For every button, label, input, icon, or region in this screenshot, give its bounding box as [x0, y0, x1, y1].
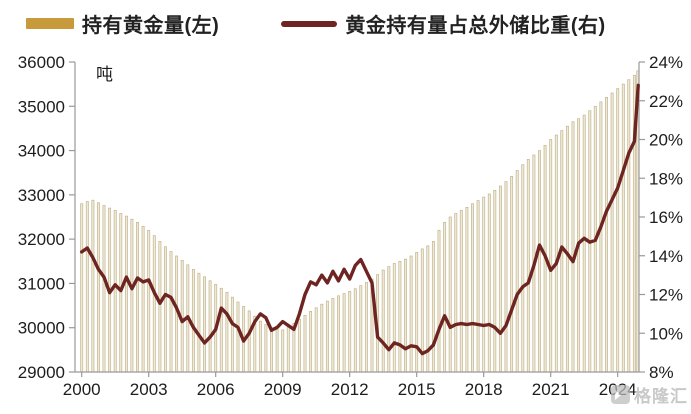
- line-series-swatch-icon: [281, 20, 338, 27]
- right-axis-tick-label: 14%: [649, 247, 683, 266]
- watermark: 格隆汇: [611, 382, 688, 407]
- right-axis-tick-label: 18%: [649, 169, 683, 188]
- gold-reserve-ratio-line: [79, 83, 640, 356]
- right-axis-tick-label: 10%: [649, 324, 683, 343]
- legend: 持有黄金量(左) 黄金持有量占总外储比重(右): [26, 9, 606, 38]
- left-axis-tick-label: 32000: [18, 230, 65, 249]
- right-axis-tick-label: 8%: [649, 363, 674, 382]
- left-axis-tick-label: 31000: [18, 274, 65, 293]
- left-axis-unit-label: 吨: [96, 65, 113, 84]
- legend-label-ratio-line: 黄金持有量占总外储比重(右): [345, 15, 606, 37]
- left-axis-tick-label: 30000: [18, 319, 65, 338]
- right-axis-tick-label: 22%: [649, 92, 683, 111]
- x-axis-tick-label: 2012: [331, 380, 369, 399]
- legend-item-gold-holdings: 持有黄金量(左): [26, 9, 219, 38]
- watermark-text: 格隆汇: [634, 387, 688, 406]
- left-axis-tick-label: 33000: [18, 186, 65, 205]
- x-axis-tick-label: 2018: [465, 380, 503, 399]
- left-axis-tick-label: 34000: [18, 142, 65, 161]
- x-axis-tick-label: 2000: [63, 380, 101, 399]
- right-axis-tick-label: 12%: [649, 286, 683, 305]
- right-axis-tick-label: 24%: [649, 53, 683, 72]
- left-axis-tick-label: 35000: [18, 97, 65, 116]
- legend-item-ratio-line: 黄金持有量占总外储比重(右): [281, 9, 605, 38]
- x-axis-tick-label: 2003: [130, 380, 168, 399]
- x-axis-tick-label: 2006: [197, 380, 235, 399]
- left-axis-tick-label: 29000: [18, 363, 65, 382]
- axes: 36000 35000 34000 33000 32000 31000 30000 29000…: [18, 53, 683, 399]
- legend-label-gold-holdings: 持有黄金量(左): [82, 15, 220, 37]
- x-axis-tick-label: 2015: [398, 380, 436, 399]
- gelonghui-logo-icon: [611, 385, 630, 404]
- gold-holdings-bars: [80, 70, 640, 373]
- x-axis-tick-label: 2009: [264, 380, 302, 399]
- x-axis-tick-label: 2021: [532, 380, 570, 399]
- bar-series-swatch-icon: [26, 18, 74, 29]
- right-axis-tick-label: 20%: [649, 131, 683, 150]
- right-axis-tick-label: 16%: [649, 208, 683, 227]
- left-axis-tick-label: 36000: [18, 53, 65, 72]
